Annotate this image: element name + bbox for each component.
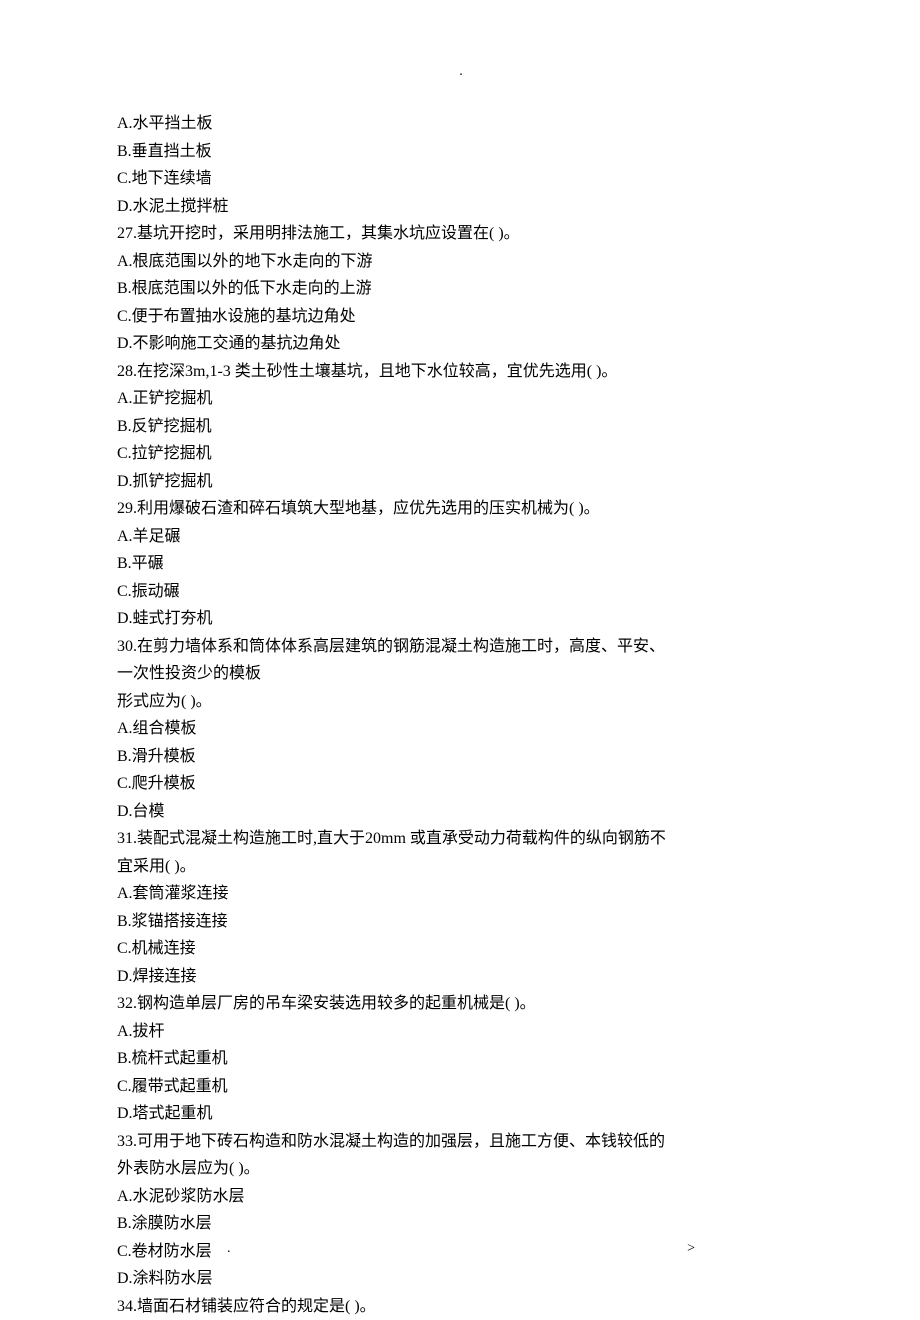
text-line: 外表防水层应为( )。 [117,1155,805,1183]
text-line: C.拉铲挖掘机 [117,440,805,468]
document-content: . A.水平挡土板B.垂直挡土板C.地下连续墙D.水泥土搅拌桩27.基坑开挖时，… [117,64,805,1320]
text-line: A.水平挡土板 [117,110,805,138]
text-line: C.地下连续墙 [117,165,805,193]
text-line: D.不影响施工交通的基抗边角处 [117,330,805,358]
text-line: D.抓铲挖掘机 [117,468,805,496]
text-line: B.根底范围以外的低下水走向的上游 [117,275,805,303]
text-line: C.机械连接 [117,935,805,963]
text-line: C.振动碾 [117,578,805,606]
text-line: 33.可用于地下砖石构造和防水混凝土构造的加强层，且施工方便、本钱较低的 [117,1128,805,1156]
text-line: C.便于布置抽水设施的基坑边角处 [117,303,805,331]
text-line: B.反铲挖掘机 [117,413,805,441]
text-line: A.组合模板 [117,715,805,743]
text-line: 27.基坑开挖时，采用明排法施工，其集水坑应设置在( )。 [117,220,805,248]
text-line: D.焊接连接 [117,963,805,991]
text-line: C.爬升模板 [117,770,805,798]
text-line: 形式应为( )。 [117,688,805,716]
text-line: A.正铲挖掘机 [117,385,805,413]
text-line: 一次性投资少的模板 [117,660,805,688]
text-line: D.台模 [117,798,805,826]
footer-right-marker: > [687,1241,805,1257]
text-line: 32.钢构造单层厂房的吊车梁安装选用较多的起重机械是( )。 [117,990,805,1018]
text-line: B.平碾 [117,550,805,578]
text-line: B.浆锚搭接连接 [117,908,805,936]
text-line: C.履带式起重机 [117,1073,805,1101]
top-marker: . [117,64,805,80]
text-line: D.蛙式打夯机 [117,605,805,633]
text-line: B.涂膜防水层 [117,1210,805,1238]
text-line: 宜采用( )。 [117,853,805,881]
text-line: D.涂料防水层 [117,1265,805,1293]
text-line: D.塔式起重机 [117,1100,805,1128]
text-line: A.拔杆 [117,1018,805,1046]
text-line: B.梳杆式起重机 [117,1045,805,1073]
text-line: 29.利用爆破石渣和碎石填筑大型地基，应优先选用的压实机械为( )。 [117,495,805,523]
text-line: 31.装配式混凝土构造施工时,直大于20mm 或直承受动力荷载构件的纵向钢筋不 [117,825,805,853]
text-line: B.垂直挡土板 [117,138,805,166]
text-line: A.根底范围以外的地下水走向的下游 [117,248,805,276]
text-line: 30.在剪力墙体系和筒体体系高层建筑的钢筋混凝土构造施工时，高度、平安、 [117,633,805,661]
text-line: A.水泥砂浆防水层 [117,1183,805,1211]
text-line: 28.在挖深3m,1-3 类土砂性土壤基坑，且地下水位较高，宜优先选用( )。 [117,358,805,386]
text-lines-container: A.水平挡土板B.垂直挡土板C.地下连续墙D.水泥土搅拌桩27.基坑开挖时，采用… [117,110,805,1320]
text-line: A.羊足碾 [117,523,805,551]
page-footer: . > [117,1241,805,1257]
text-line: 34.墙面石材铺装应符合的规定是( )。 [117,1293,805,1320]
text-line: A.套筒灌浆连接 [117,880,805,908]
text-line: D.水泥土搅拌桩 [117,193,805,221]
footer-left-marker: . [117,1241,231,1257]
text-line: B.滑升模板 [117,743,805,771]
